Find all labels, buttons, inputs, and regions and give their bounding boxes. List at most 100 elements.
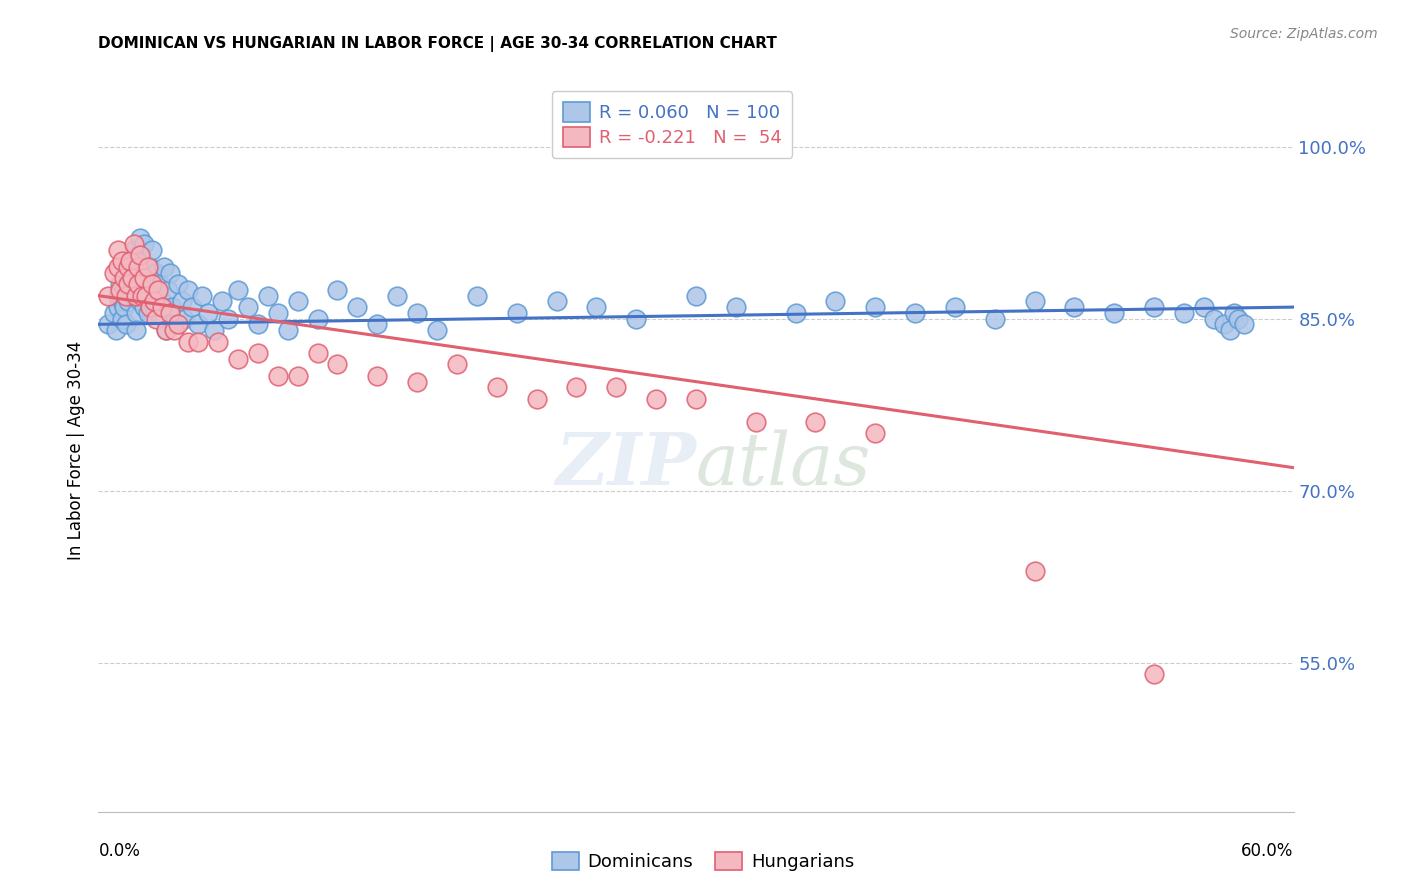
Point (287, 368, 309, 383)
Text: atlas: atlas (696, 430, 872, 500)
Point (143, 300, 166, 314)
Point (110, 277, 132, 292)
Point (1063, 300, 1085, 314)
Point (136, 288, 159, 302)
Text: 0.0%: 0.0% (98, 842, 141, 860)
Point (246, 346, 269, 360)
Point (346, 300, 368, 314)
Point (117, 260, 139, 274)
Point (136, 260, 159, 274)
Point (187, 334, 209, 349)
Point (107, 243, 129, 257)
Point (172, 294, 194, 309)
Point (127, 248, 149, 262)
Point (446, 358, 468, 372)
Point (1173, 306, 1195, 320)
Text: DOMINICAN VS HUNGARIAN IN LABOR FORCE | AGE 30-34 CORRELATION CHART: DOMINICAN VS HUNGARIAN IN LABOR FORCE | … (98, 36, 778, 52)
Point (111, 311, 134, 326)
Point (103, 306, 125, 320)
Point (107, 260, 129, 274)
Point (125, 288, 148, 302)
Point (191, 288, 214, 302)
Point (117, 294, 139, 309)
Legend: R = 0.060   N = 100, R = -0.221   N =  54: R = 0.060 N = 100, R = -0.221 N = 54 (551, 91, 793, 158)
Text: 60.0%: 60.0% (1241, 842, 1294, 860)
Point (406, 375, 429, 389)
Point (406, 306, 429, 320)
Point (326, 283, 349, 297)
Point (385, 288, 409, 302)
Point (546, 294, 568, 309)
Point (135, 277, 157, 292)
Point (112, 283, 135, 297)
Point (131, 271, 153, 285)
Text: Source: ZipAtlas.com: Source: ZipAtlas.com (1230, 27, 1378, 41)
Point (121, 271, 143, 285)
Point (485, 380, 508, 394)
Point (124, 237, 146, 252)
Point (97, 288, 120, 302)
Point (131, 254, 153, 268)
Point (111, 294, 134, 309)
Point (226, 283, 249, 297)
Point (1202, 311, 1225, 326)
Point (605, 380, 627, 394)
Point (197, 306, 219, 320)
Point (131, 288, 153, 302)
Point (107, 300, 129, 314)
Point (112, 271, 135, 285)
Point (159, 306, 181, 320)
Point (1104, 306, 1126, 320)
Point (125, 323, 148, 337)
Point (685, 288, 707, 302)
Point (506, 306, 529, 320)
Point (120, 254, 142, 268)
Point (134, 237, 156, 252)
Y-axis label: In Labor Force | Age 30-34: In Labor Force | Age 30-34 (66, 341, 84, 560)
Point (1219, 323, 1241, 337)
Point (685, 392, 707, 406)
Point (117, 260, 139, 274)
Point (465, 288, 488, 302)
Point (211, 294, 233, 309)
Point (163, 323, 186, 337)
Point (167, 277, 190, 292)
Point (139, 300, 162, 314)
Point (526, 392, 548, 406)
Point (804, 415, 827, 429)
Point (207, 334, 229, 349)
Point (120, 266, 142, 280)
Point (124, 243, 146, 257)
Point (202, 323, 225, 337)
Point (585, 300, 607, 314)
Point (129, 231, 152, 245)
Point (97, 318, 120, 332)
Point (426, 323, 449, 337)
Point (124, 260, 146, 274)
Point (157, 283, 180, 297)
Point (724, 300, 747, 314)
Point (112, 300, 135, 314)
Point (177, 283, 200, 297)
Point (110, 283, 132, 297)
Point (136, 306, 159, 320)
Point (1024, 564, 1046, 578)
Point (145, 266, 167, 280)
Point (127, 277, 149, 292)
Point (167, 318, 190, 332)
Point (141, 277, 163, 292)
Point (163, 318, 186, 332)
Point (107, 288, 129, 302)
Point (160, 300, 183, 314)
Point (111, 254, 134, 268)
Point (153, 260, 176, 274)
Point (984, 311, 1007, 326)
Point (943, 300, 966, 314)
Point (159, 266, 181, 280)
Point (865, 300, 887, 314)
Point (187, 318, 209, 332)
Point (155, 323, 177, 337)
Point (366, 318, 388, 332)
Point (148, 306, 170, 320)
Point (105, 323, 128, 337)
